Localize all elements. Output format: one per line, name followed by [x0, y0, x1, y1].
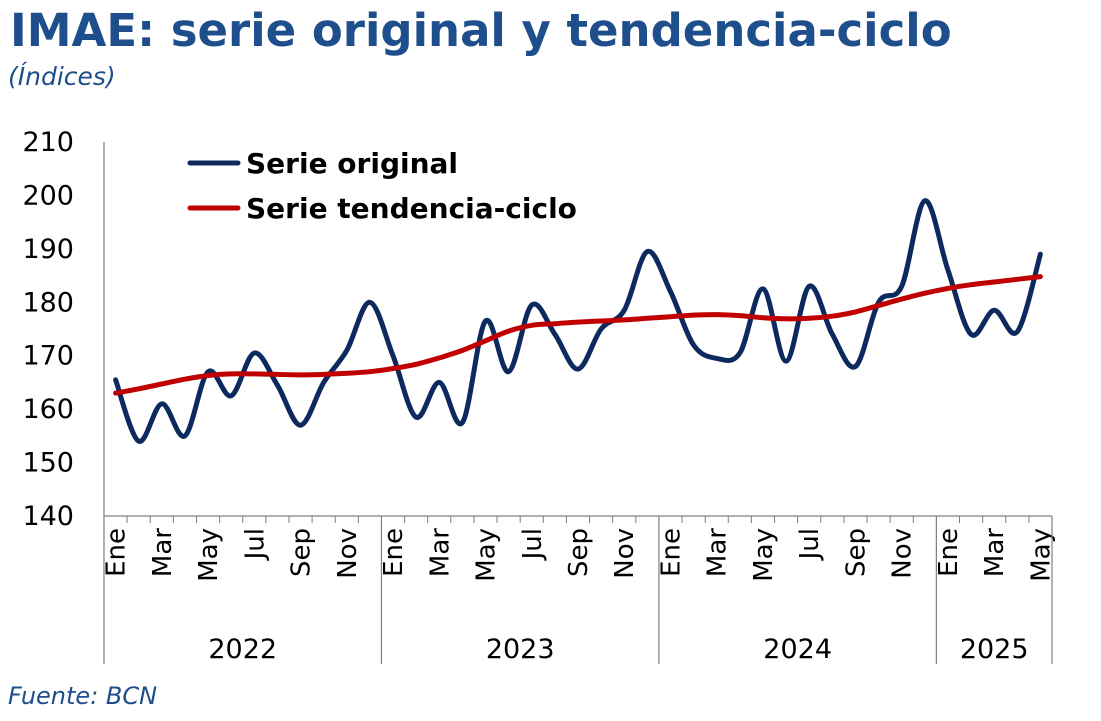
page-subtitle: (Índices): [8, 62, 116, 91]
series-lines: [113, 198, 1043, 444]
x-tick-label: Sep: [287, 528, 317, 577]
x-tick-label: Jul: [795, 528, 825, 561]
x-tick-label: Ene: [934, 528, 964, 577]
x-tick-label: Jul: [240, 528, 270, 561]
legend: Serie original Serie tendencia-ciclo: [187, 147, 577, 225]
x-tick-label: Sep: [564, 528, 594, 577]
axes: 140 150 160 170 180 190 200 210 Ene Mar May Jul Sep N…: [22, 127, 1056, 665]
x-tick-label: Ene: [656, 528, 686, 577]
y-tick-label: 160: [22, 394, 74, 425]
x-tick-label: Nov: [610, 528, 640, 579]
x-tick-label: Nov: [888, 528, 918, 579]
year-label: 2024: [763, 634, 832, 665]
y-tick-label: 190: [22, 234, 74, 265]
x-tick-label: Sep: [841, 528, 871, 577]
series-line-original: [113, 198, 1043, 444]
legend-label: Serie tendencia-ciclo: [246, 192, 577, 225]
x-tick-label: Ene: [379, 528, 409, 577]
x-tick-label: May: [749, 528, 779, 582]
y-tick-label: 210: [22, 127, 74, 158]
y-tick-label: 140: [22, 501, 74, 532]
series-line-trend: [113, 274, 1043, 396]
year-label: 2025: [960, 634, 1029, 665]
year-label: 2023: [486, 634, 555, 665]
x-tick-label: May: [194, 528, 224, 582]
source-note: Fuente: BCN: [8, 682, 158, 710]
x-tick-label: Mar: [148, 528, 178, 577]
legend-label: Serie original: [246, 147, 458, 180]
y-tick-label: 200: [22, 180, 74, 211]
page-title: IMAE: serie original y tendencia-ciclo: [10, 4, 952, 57]
x-tick-label: Mar: [980, 528, 1010, 577]
x-tick-label: Nov: [333, 528, 363, 579]
year-label: 2022: [208, 634, 277, 665]
y-tick-label: 150: [22, 448, 74, 479]
x-tick-label: May: [472, 528, 502, 582]
y-tick-label: 180: [22, 287, 74, 318]
x-tick-label: Ene: [102, 528, 132, 577]
x-tick-label: Mar: [425, 528, 455, 577]
x-tick-label: Mar: [703, 528, 733, 577]
y-tick-label: 170: [22, 341, 74, 372]
x-tick-label: Jul: [518, 528, 548, 561]
